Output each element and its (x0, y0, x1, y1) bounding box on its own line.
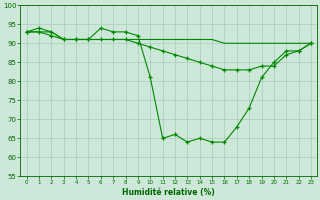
X-axis label: Humidité relative (%): Humidité relative (%) (123, 188, 215, 197)
